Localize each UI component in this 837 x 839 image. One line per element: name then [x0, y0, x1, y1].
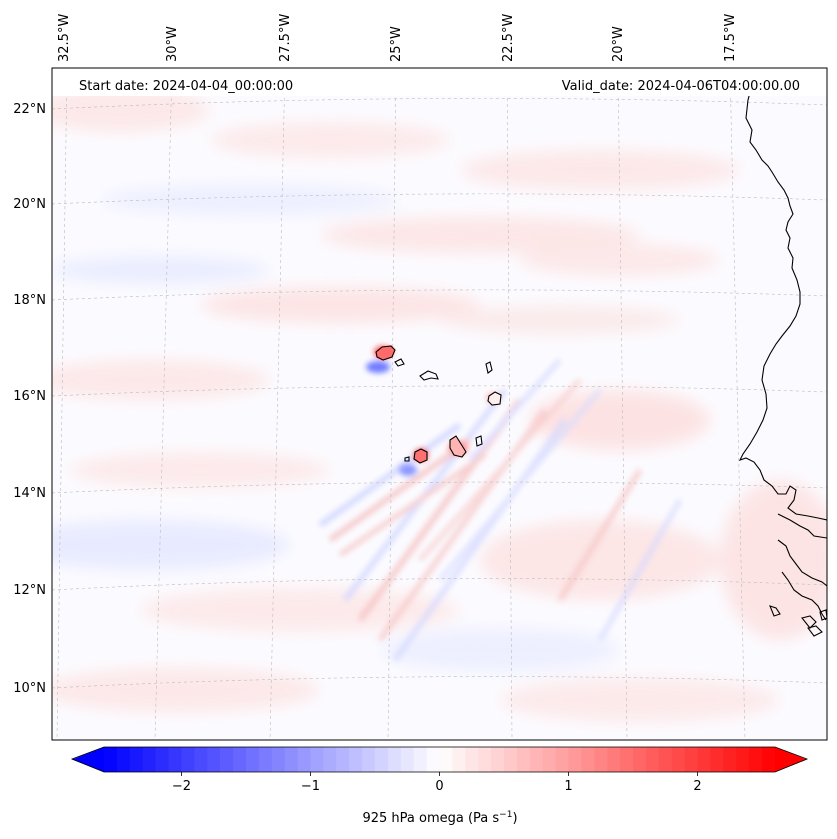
lat-label-10n: 10°N — [13, 681, 46, 696]
colorbar-bin — [426, 747, 441, 772]
colorbar-bin — [620, 747, 634, 772]
colorbar-bin — [207, 747, 221, 772]
lon-label-30w: 30°W — [165, 26, 180, 62]
colorbar-tick-label: −1 — [301, 779, 320, 794]
island-brava — [404, 456, 410, 462]
cape-verde-islands — [375, 345, 502, 464]
colorbar-bin — [581, 747, 595, 772]
colorbar-bin — [697, 747, 712, 772]
colorbar-bin — [387, 747, 402, 772]
colorbar: −2 −1 0 1 2 925 hPa omega (Pa s−1) — [70, 746, 809, 826]
island-santo-antao — [375, 345, 396, 361]
lat-label-14n: 14°N — [13, 486, 46, 501]
valid-date-label: Valid_date: 2024-04-06T04:00:00.00 — [562, 79, 800, 94]
colorbar-bin — [439, 747, 454, 772]
colorbar-ticks: −2 −1 0 1 2 — [172, 772, 702, 794]
lat-label-16n: 16°N — [13, 389, 46, 404]
colorbar-bin — [271, 747, 286, 772]
colorbar-bin — [516, 747, 531, 772]
lon-label-17-5w: 17.5°W — [723, 14, 738, 62]
colorbar-bin — [129, 747, 144, 772]
colorbar-bin — [220, 747, 234, 772]
colorbar-bin — [762, 747, 776, 772]
colorbar-tick-label: 0 — [435, 779, 443, 794]
colorbar-bin — [155, 747, 170, 772]
island-sal — [485, 361, 493, 374]
colorbar-tick-label: −2 — [172, 779, 191, 794]
colorbar-bin — [658, 747, 673, 772]
colorbar-bin — [400, 747, 415, 772]
island-sao-nicolau — [419, 370, 439, 381]
colorbar-bin — [284, 747, 299, 772]
colorbar-bin — [116, 747, 131, 772]
colorbar-tick-label: 1 — [564, 779, 572, 794]
colorbar-bin — [529, 747, 544, 772]
colorbar-bin — [736, 747, 750, 772]
longitude-labels: 32.5°W 30°W 27.5°W 25°W 22.5°W 20°W 17.5… — [57, 14, 738, 62]
date-annotation-band — [52, 68, 827, 96]
colorbar-bin — [684, 747, 699, 772]
colorbar-bin — [568, 747, 583, 772]
colorbar-bin — [297, 747, 312, 772]
map-plot-area — [52, 68, 827, 740]
island-fogo — [413, 448, 428, 464]
africa-coastline — [738, 84, 827, 637]
colorbar-bin — [504, 747, 518, 772]
start-date-label: Start date: 2024-04-04_00:00:00 — [79, 79, 293, 94]
colorbar-bin — [142, 747, 157, 772]
map-gridlines — [52, 68, 827, 740]
colorbar-bin — [491, 747, 505, 772]
lat-label-22n: 22°N — [13, 102, 46, 117]
colorbar-bin — [104, 747, 118, 772]
colorbar-bin — [465, 747, 479, 772]
colorbar-bin — [594, 747, 608, 772]
colorbar-bin — [181, 747, 195, 772]
latitude-labels: 22°N 20°N 18°N 16°N 14°N 12°N 10°N — [13, 102, 46, 696]
colorbar-bin — [258, 747, 273, 772]
colorbar-bin — [452, 747, 466, 772]
lon-label-20w: 20°W — [611, 26, 626, 62]
colorbar-tick-label: 2 — [693, 779, 701, 794]
colorbar-bin — [323, 747, 337, 772]
colorbar-bin — [310, 747, 324, 772]
colorbar-bin — [374, 747, 389, 772]
colorbar-bin — [607, 747, 621, 772]
colorbar-bin — [349, 747, 363, 772]
island-santiago — [449, 435, 467, 458]
lon-label-25w: 25°W — [389, 26, 404, 62]
colorbar-extend-max — [775, 747, 807, 772]
colorbar-bin — [362, 747, 376, 772]
lat-label-20n: 20°N — [13, 197, 46, 212]
lat-label-12n: 12°N — [13, 583, 46, 598]
colorbar-bin — [542, 747, 557, 772]
colorbar-bin — [723, 747, 737, 772]
colorbar-bin — [749, 747, 763, 772]
colorbar-bin — [413, 747, 428, 772]
colorbar-outline — [70, 746, 809, 773]
colorbar-bin — [168, 747, 183, 772]
island-wake-streaks — [318, 358, 683, 662]
lon-label-22-5w: 22.5°W — [501, 14, 516, 62]
colorbar-bin — [233, 747, 247, 772]
colorbar-label: 925 hPa omega (Pa s−1) — [362, 810, 517, 826]
island-sao-vicente — [394, 358, 405, 367]
lon-label-32-5w: 32.5°W — [57, 14, 72, 62]
colorbar-bin — [710, 747, 724, 772]
colorbar-bins — [72, 747, 807, 772]
lon-label-27-5w: 27.5°W — [278, 14, 293, 62]
island-boa-vista — [487, 391, 502, 406]
colorbar-bin — [478, 747, 492, 772]
island-maio — [475, 435, 483, 447]
colorbar-bin — [555, 747, 570, 772]
lat-label-18n: 18°N — [13, 293, 46, 308]
colorbar-bin — [194, 747, 208, 772]
colorbar-bin — [671, 747, 686, 772]
colorbar-bin — [245, 747, 260, 772]
map-frame — [51, 67, 828, 741]
colorbar-bin — [336, 747, 350, 772]
colorbar-extend-min — [72, 747, 104, 772]
colorbar-bin — [633, 747, 647, 772]
colorbar-bin — [645, 747, 660, 772]
